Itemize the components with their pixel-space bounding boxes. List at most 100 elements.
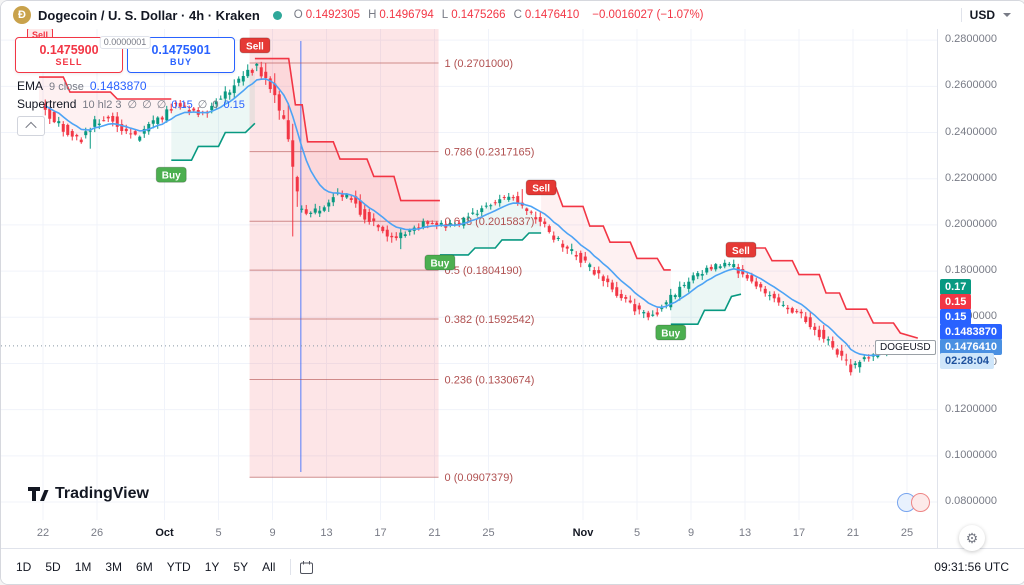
emoji-icon-red <box>911 493 930 512</box>
supertrend-line-down <box>39 76 172 100</box>
price-tag: 0.1483870 <box>940 324 1002 340</box>
buy-price: 0.1475901 <box>151 42 211 57</box>
bottom-toolbar: 1D 5D 1M 3M 6M YTD 1Y 5Y All 09:31:56 UTC <box>1 548 1024 584</box>
chevron-down-icon[interactable] <box>1003 13 1011 17</box>
sell-button[interactable]: 0.1475900 SELL <box>15 37 123 73</box>
svg-text:Buy: Buy <box>661 328 680 339</box>
chart-canvas[interactable]: 1 (0.2701000) 0.786 (0.2317165) 0.618 (0.2… <box>1 29 937 520</box>
supertrend-line-down <box>254 57 440 202</box>
svg-text:Buy: Buy <box>162 171 181 182</box>
ema-value: 0.1483870 <box>89 79 147 93</box>
session-clock[interactable]: 09:31:56 UTC <box>934 560 1009 574</box>
price-axis[interactable]: 0.2800000 0.2600000 0.2400000 0.2200000 0.20… <box>937 29 1024 548</box>
watermark-text: TradingView <box>55 485 149 502</box>
range-YTD[interactable]: YTD <box>160 555 198 579</box>
time-axis-label: 25 <box>900 527 914 539</box>
fib-level-label: 0 (0.0907379) <box>445 472 514 484</box>
ema-line <box>44 78 919 357</box>
signal-badge-buy: Buy <box>655 324 687 341</box>
buy-sell-panel: 0.1475900 SELL 0.1475901 BUY 0.0000001 <box>15 36 235 73</box>
time-axis-label: 21 <box>428 527 441 539</box>
dogecoin-icon: Ð <box>13 6 31 24</box>
supertrend-line-up <box>670 293 742 326</box>
supertrend-line-up <box>171 122 256 161</box>
ohlc-value: 0.1492305 <box>305 9 361 21</box>
supertrend-line-down <box>541 187 671 271</box>
currency-selector[interactable]: USD <box>969 8 995 22</box>
range-6M[interactable]: 6M <box>129 555 160 579</box>
supertrend-line-down <box>741 247 919 339</box>
time-axis-label: 17 <box>792 527 806 539</box>
fib-retracement-box[interactable] <box>249 29 439 478</box>
supertrend-value: ∅ <box>142 99 152 111</box>
ema-name: EMA <box>17 79 44 93</box>
time-axis[interactable]: 22 26 Oct 5 9 13 17 21 25 Nov 5 9 13 17 21 25 <box>1 520 937 548</box>
price-axis-label: 0.2400000 <box>945 125 997 138</box>
buy-label: BUY <box>169 56 192 67</box>
signal-badge-buy: Buy <box>424 254 456 271</box>
symbol-price-tag: DOGEUSD <box>875 340 936 355</box>
sell-price: 0.1475900 <box>39 42 99 57</box>
date-range-buttons: 1D 5D 1M 3M 6M YTD 1Y 5Y All <box>1 555 282 579</box>
tradingview-logo-icon <box>28 487 49 501</box>
supertrend-value: ∅ <box>156 99 167 111</box>
time-axis-label: 5 <box>633 527 641 539</box>
series-status-dot <box>272 10 282 20</box>
supertrend-value: ∅ <box>127 99 138 111</box>
symbol-info: Ð Dogecoin / U. S. Dollar · 4h · Kraken … <box>1 6 704 24</box>
price-axis-label: 0.2800000 <box>945 33 997 46</box>
supertrend-params: 10 hl2 3 <box>82 99 122 111</box>
ohlc-label: H <box>368 9 377 21</box>
supertrend-value: ∅ <box>197 99 208 111</box>
svg-text:Buy: Buy <box>430 259 449 270</box>
symbol-title[interactable]: Dogecoin / U. S. Dollar · 4h · Kraken <box>38 7 260 23</box>
signal-badge-sell: Sell <box>239 37 271 54</box>
ohlc-values: O 0.1492305 H 0.1496794 L 0.1475266 C 0.1476410 <box>289 9 579 21</box>
calendar-icon <box>300 560 314 574</box>
ohlc-value: 0.1475266 <box>451 9 506 21</box>
signal-badge-sell: Sell <box>725 241 757 258</box>
range-All[interactable]: All <box>255 555 282 579</box>
divider <box>290 559 292 575</box>
price-axis-label: 0.1000000 <box>945 448 997 461</box>
price-tag: 02:28:04 <box>940 353 995 369</box>
supertrend-fill-down <box>254 58 440 238</box>
range-5Y[interactable]: 5Y <box>226 555 255 579</box>
supertrend-name: Supertrend <box>17 97 77 111</box>
indicator-legend-supertrend[interactable]: Supertrend 10 hl2 3 ∅ ∅ ∅ 0.15 ∅ 0 0.15 <box>17 97 250 111</box>
supertrend-fill-down <box>741 248 918 369</box>
time-axis-label: 9 <box>269 527 276 539</box>
emoji-widget-icons[interactable] <box>897 493 930 512</box>
time-axis-label: Nov <box>572 527 594 539</box>
fib-level-label: 0.382 (0.1592542) <box>445 314 535 326</box>
collapse-legend-button[interactable] <box>17 116 45 136</box>
supertrend-fill-up <box>439 196 542 255</box>
chart-settings-button[interactable]: ⚙ <box>959 525 985 551</box>
svg-text:Sell: Sell <box>732 246 750 257</box>
tradingview-watermark: TradingView <box>27 485 149 503</box>
ohlc-label: O <box>293 9 303 21</box>
time-axis-label: 13 <box>320 527 333 539</box>
ohlc-label: C <box>513 9 522 21</box>
go-to-date-button[interactable] <box>299 560 314 575</box>
price-tag: 0.17 <box>940 279 972 295</box>
indicator-legend-ema[interactable]: EMA 9 close 0.1483870 <box>17 79 147 93</box>
range-5D[interactable]: 5D <box>38 555 67 579</box>
ohlc-value: 0.1476410 <box>524 9 580 21</box>
price-tag: 0.1476410 <box>940 339 1002 355</box>
time-axis-label: 26 <box>90 527 104 539</box>
gear-icon: ⚙ <box>965 529 979 546</box>
price-axis-label: 0.2200000 <box>945 171 997 184</box>
range-1Y[interactable]: 1Y <box>198 555 227 579</box>
range-3M[interactable]: 3M <box>98 555 129 579</box>
price-axis-label: 0.1200000 <box>945 402 997 415</box>
supertrend-fill-up <box>670 264 741 325</box>
range-1D[interactable]: 1D <box>9 555 38 579</box>
symbol-header: Ð Dogecoin / U. S. Dollar · 4h · Kraken … <box>1 1 1024 29</box>
range-1M[interactable]: 1M <box>68 555 99 579</box>
ema-params: 9 close <box>49 81 84 93</box>
time-axis-label: 21 <box>846 527 860 539</box>
ohlc-value: 0.1496794 <box>379 9 434 21</box>
price-tag: 0.15 <box>940 294 972 310</box>
